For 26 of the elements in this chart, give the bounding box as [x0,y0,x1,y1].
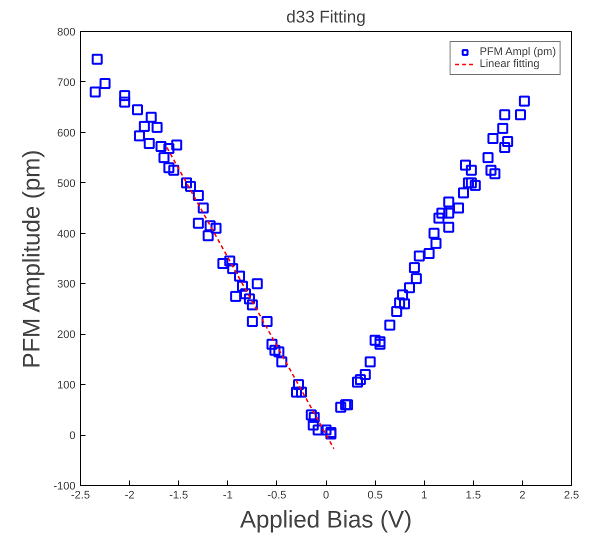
legend-label: PFM Ampl (pm) [480,46,556,58]
y-tick-label: 200 [57,329,76,342]
x-tick-label: -2.5 [71,490,90,502]
y-tick-label: 100 [57,380,76,392]
y-tick-label: 800 [57,26,76,38]
y-tick-label: 600 [57,127,76,140]
x-tick-label: 1.5 [466,490,481,502]
x-tick-label: 2.5 [564,490,580,502]
chart-title: d33 Fitting [286,8,366,26]
x-tick-label: 2 [519,490,526,502]
legend-label: Linear fitting [480,58,540,70]
y-tick-label: 300 [57,278,76,291]
x-tick-label: -1.5 [169,490,188,502]
x-tick-label: -0.5 [267,490,286,502]
y-tick-label: 700 [57,76,76,89]
y-tick-label: 400 [57,228,76,240]
y-axis-title: PFM Amplitude (pm) [18,150,46,369]
y-tick-label: -100 [53,480,76,492]
x-tick-label: 1 [421,490,428,502]
x-tick-label: -2 [124,490,134,502]
y-tick-label: 500 [57,178,76,190]
x-axis-title: Applied Bias (V) [240,506,412,534]
x-tick-label: -1 [222,490,233,502]
y-tick-label: 0 [69,430,76,442]
x-tick-label: 0.5 [367,490,383,502]
x-tick-label: 0 [322,490,330,502]
